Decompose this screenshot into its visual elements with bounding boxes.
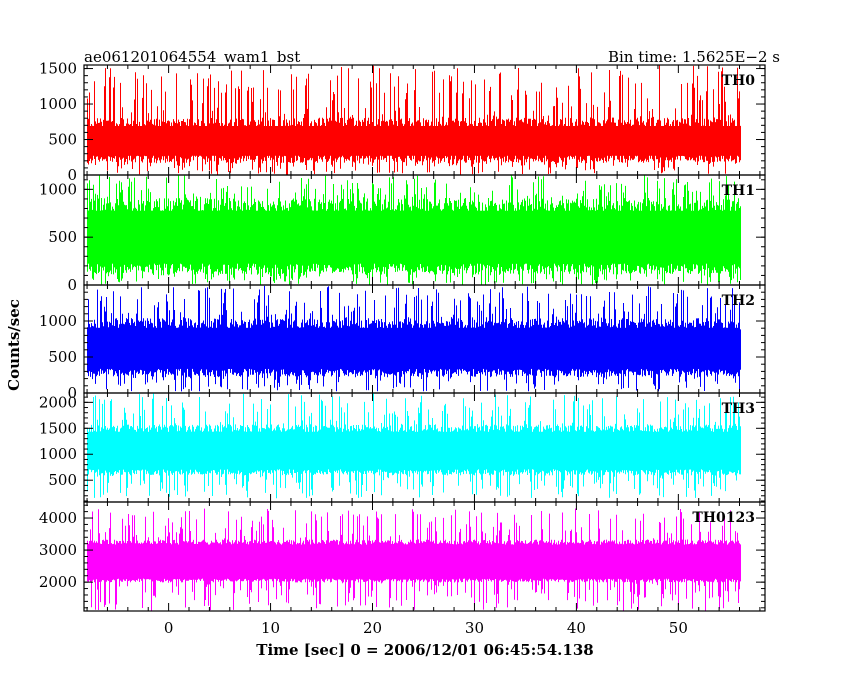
panel-th0: 0 500 1000 1500 TH0 <box>39 60 766 184</box>
y-tick-label: 1000 <box>39 312 77 330</box>
x-axis-labels: 0 10 20 30 40 50 <box>164 619 688 637</box>
bin-time-label: Bin time: 1.5625E−2 s <box>608 48 780 66</box>
y-tick-label: 500 <box>48 228 77 246</box>
panel-th2: 0 500 1000 TH2 <box>39 284 766 402</box>
panel-label-th0123: TH0123 <box>692 510 755 526</box>
panel-label-th3: TH3 <box>722 401 755 417</box>
y-tick-label: 500 <box>48 131 77 149</box>
y-tick-label: 3000 <box>39 541 77 559</box>
x-tick-label: 30 <box>465 619 484 637</box>
x-axis-title: Time [sec] 0 = 2006/12/01 06:45:54.138 <box>256 641 593 659</box>
panels-group: 0 500 1000 1500 TH0 0 500 1000 TH1 0 500 1000 TH2 500… <box>39 60 766 612</box>
panel-label-th1: TH1 <box>722 183 755 199</box>
series-band-th2 <box>87 327 740 369</box>
series-line-th0 <box>87 65 741 175</box>
y-axis-title: Counts/sec <box>5 299 23 391</box>
y-tick-label: 0 <box>67 384 77 402</box>
panel-label-th2: TH2 <box>722 293 755 309</box>
x-tick-label: 0 <box>164 619 174 637</box>
y-tick-label: 500 <box>48 471 77 489</box>
y-tick-label: 0 <box>67 276 77 294</box>
y-tick-label: 1500 <box>39 419 77 437</box>
series-band-th1 <box>87 210 740 264</box>
x-tick-label: 20 <box>363 619 382 637</box>
x-tick-label: 40 <box>567 619 586 637</box>
y-tick-label: 1500 <box>39 60 77 78</box>
y-tick-label: 1000 <box>39 445 77 463</box>
panel-th0123: 2000 3000 4000 TH0123 <box>39 501 766 612</box>
series-band-th3 <box>87 431 740 469</box>
chart-source-title: ae061201064554_wam1_bst <box>84 48 300 66</box>
y-tick-label: 2000 <box>39 393 77 411</box>
y-tick-label: 1000 <box>39 95 77 113</box>
x-tick-label: 10 <box>261 619 280 637</box>
y-tick-label: 4000 <box>39 509 77 527</box>
series-band-th0123 <box>87 545 740 578</box>
y-tick-label: 2000 <box>39 573 77 591</box>
x-tick-label: 50 <box>669 619 688 637</box>
y-tick-label: 1000 <box>39 180 77 198</box>
y-tick-label: 0 <box>67 166 77 184</box>
panel-label-th0: TH0 <box>722 73 756 89</box>
panel-th3: 500 1000 1500 2000 TH3 <box>39 392 766 503</box>
y-tick-label: 500 <box>48 348 77 366</box>
panel-th1: 0 500 1000 TH1 <box>39 174 766 294</box>
series-band-th0 <box>87 126 740 156</box>
